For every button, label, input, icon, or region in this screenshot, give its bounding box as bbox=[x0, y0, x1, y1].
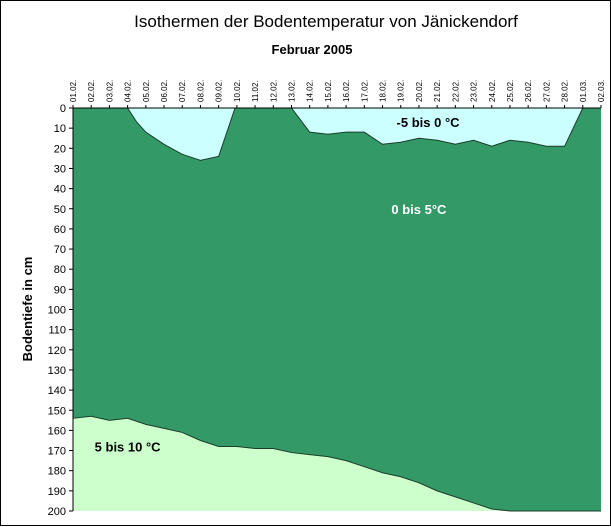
y-tick-label: 80 bbox=[54, 264, 66, 276]
x-tick-label: 18.02. bbox=[379, 80, 388, 102]
x-tick-labels: 01.02. 02.02. 03.02. 04.02. 05.02. 06.02. 07.0… bbox=[69, 80, 606, 108]
x-tick-label: 09.02. bbox=[215, 80, 224, 102]
y-tick-label: 20 bbox=[54, 143, 66, 155]
y-tick-label: 30 bbox=[54, 163, 66, 175]
x-tick-label: 13.02. bbox=[287, 80, 296, 102]
y-tick-label: 200 bbox=[48, 506, 66, 518]
x-tick-label: 25.02. bbox=[506, 80, 515, 102]
x-tick-label: 02.02. bbox=[87, 80, 96, 102]
x-tick-label: 16.02. bbox=[342, 80, 351, 102]
y-tick-label: 100 bbox=[48, 305, 66, 317]
isotherm-5c-line bbox=[72, 415, 601, 512]
region-labels: -5 bis 0 °C 0 bis 5°C 5 bis 10 °C bbox=[95, 115, 460, 454]
y-tick-label: 110 bbox=[48, 325, 66, 337]
x-tick-label: 24.02. bbox=[488, 80, 497, 102]
x-tick-label: 22.02. bbox=[451, 80, 460, 102]
region-0-5 bbox=[73, 108, 601, 511]
x-tick-label: 27.02. bbox=[542, 80, 551, 102]
y-tick-label: 140 bbox=[48, 385, 66, 397]
x-tick-label: 14.02. bbox=[306, 80, 315, 102]
x-tick-label: 17.02. bbox=[360, 80, 369, 102]
y-axis-label: Bodentiefe in cm bbox=[20, 257, 35, 362]
x-tick-label: 21.02. bbox=[433, 80, 442, 102]
x-tick-label: 12.02. bbox=[269, 80, 278, 102]
plot-area bbox=[72, 107, 601, 512]
y-tick-label: 70 bbox=[54, 244, 66, 256]
y-tick-label: 160 bbox=[48, 425, 66, 437]
x-tick-label: 15.02. bbox=[324, 80, 333, 102]
y-tick-label: 150 bbox=[48, 405, 66, 417]
region-label-5-10: 5 bis 10 °C bbox=[95, 440, 162, 455]
x-tick-label: 01.03. bbox=[579, 80, 588, 102]
region-label-0-5: 0 bis 5°C bbox=[391, 202, 447, 217]
region-minus5-0 bbox=[73, 108, 601, 161]
x-tick-label: 28.02. bbox=[561, 80, 570, 102]
y-tick-label: 0 bbox=[60, 103, 66, 115]
x-tick-label: 20.02. bbox=[415, 80, 424, 102]
y-tick-label: 180 bbox=[48, 466, 66, 478]
y-tick-label: 190 bbox=[48, 486, 66, 498]
isotherm-0c-line bbox=[73, 107, 601, 161]
y-tick-label: 90 bbox=[54, 284, 66, 296]
y-tick-label: 50 bbox=[54, 204, 66, 216]
chart-subtitle: Februar 2005 bbox=[272, 42, 353, 57]
chart-title: Isothermen der Bodentemperatur von Jänic… bbox=[134, 12, 518, 31]
x-tick-label: 07.02. bbox=[178, 80, 187, 102]
x-tick-label: 03.02. bbox=[105, 80, 114, 102]
y-tick-label: 130 bbox=[48, 365, 66, 377]
region-label-minus5-0: -5 bis 0 °C bbox=[397, 115, 461, 130]
x-tick-label: 26.02. bbox=[524, 80, 533, 102]
x-tick-label: 11.02. bbox=[251, 80, 260, 102]
x-tick-label: 01.02. bbox=[69, 80, 78, 102]
x-tick-label: 02.03. bbox=[597, 80, 606, 102]
y-tick-label: 120 bbox=[48, 345, 66, 357]
x-tick-label: 06.02. bbox=[160, 80, 169, 102]
y-tick-labels: 0 10 20 30 40 50 60 70 80 90 100 110 120 130 140 150 160… bbox=[48, 103, 73, 518]
x-tick-label: 19.02. bbox=[397, 80, 406, 102]
x-tick-label: 04.02. bbox=[124, 80, 133, 102]
x-tick-label: 23.02. bbox=[470, 80, 479, 102]
y-tick-label: 10 bbox=[54, 123, 66, 135]
x-tick-label: 08.02. bbox=[196, 80, 205, 102]
x-tick-label: 05.02. bbox=[142, 80, 151, 102]
y-tick-label: 40 bbox=[54, 184, 66, 196]
x-tick-label: 10.02. bbox=[233, 80, 242, 102]
y-tick-label: 60 bbox=[54, 224, 66, 236]
y-tick-label: 170 bbox=[48, 446, 66, 458]
